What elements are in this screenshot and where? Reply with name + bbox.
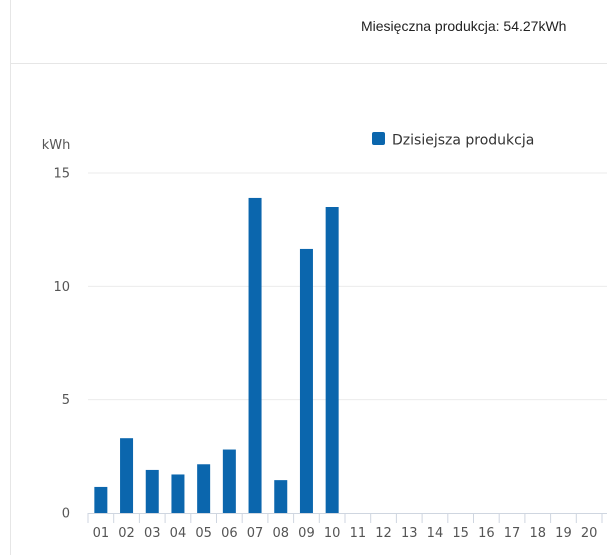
x-tick-label: 15 [452, 526, 469, 541]
x-tick-label: 14 [427, 526, 444, 541]
x-tick-label: 03 [144, 526, 161, 541]
summary-header: Miesięczna produkcja: 54.27kWh [11, 0, 607, 64]
monthly-production-value: 54.27kWh [503, 18, 567, 34]
x-tick-label: 17 [504, 526, 521, 541]
monthly-production-summary: Miesięczna produkcja: 54.27kWh [361, 18, 566, 34]
legend-swatch [372, 132, 385, 145]
x-tick-label: 05 [195, 526, 212, 541]
x-tick-label: 13 [401, 526, 418, 541]
y-tick-label: 15 [53, 167, 70, 182]
x-tick-label: 18 [529, 526, 546, 541]
y-tick-label: 10 [53, 280, 70, 295]
x-tick-label: 06 [221, 526, 238, 541]
bar-day-05[interactable] [197, 464, 211, 513]
bar-day-07[interactable] [248, 197, 262, 513]
bar-day-04[interactable] [171, 474, 185, 513]
x-tick-label: 20 [581, 526, 598, 541]
chart-gridlines [88, 172, 607, 401]
x-tick-label: 09 [298, 526, 315, 541]
legend-label: Dzisiejsza produkcja [392, 133, 534, 149]
bar-day-03[interactable] [145, 469, 159, 513]
y-tick-label: 5 [62, 393, 70, 408]
bar-day-01[interactable] [94, 486, 108, 513]
x-tick-label: 16 [478, 526, 495, 541]
x-tick-label: 04 [170, 526, 187, 541]
bar-day-08[interactable] [274, 480, 288, 513]
bar-day-02[interactable] [120, 438, 134, 513]
chart-bars [94, 197, 339, 513]
panel-left-border [10, 0, 11, 555]
bar-day-10[interactable] [325, 207, 339, 513]
x-tick-label: 07 [247, 526, 264, 541]
x-tick-label: 02 [118, 526, 135, 541]
x-tick-label: 10 [324, 526, 341, 541]
x-tick-label: 01 [93, 526, 110, 541]
x-tick-label: 11 [350, 526, 367, 541]
bar-day-06[interactable] [222, 449, 236, 513]
x-tick-label: 19 [555, 526, 572, 541]
bar-day-09[interactable] [299, 248, 313, 513]
y-axis-label: kWh [42, 138, 71, 153]
chart-legend[interactable]: Dzisiejsza produkcja [372, 132, 534, 149]
monthly-production-label: Miesięczna produkcja: [361, 18, 500, 34]
y-tick-label: 0 [62, 507, 70, 522]
x-tick-label: 08 [272, 526, 289, 541]
x-tick-label: 12 [375, 526, 392, 541]
